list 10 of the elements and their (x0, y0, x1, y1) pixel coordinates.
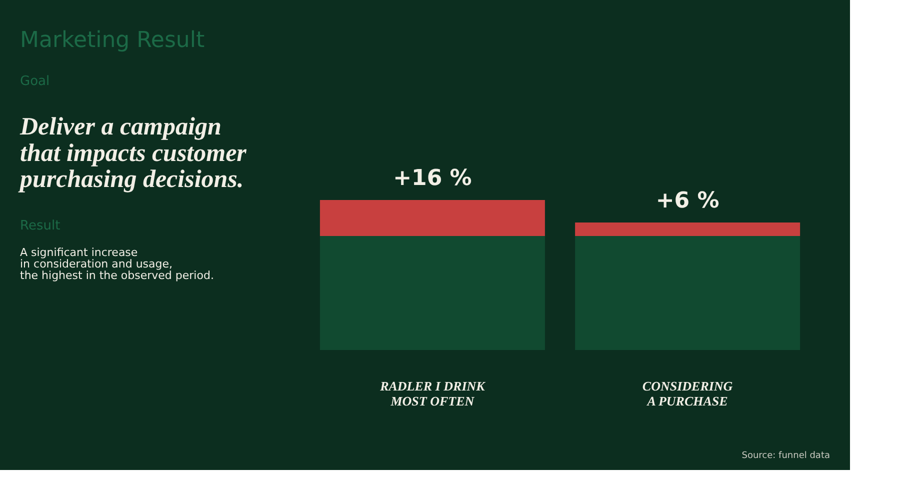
text: Deliver a campaign that impacts customer purchasing decisions. (18, 114, 247, 194)
text: Result (20, 218, 60, 234)
source-note: Source: funnel data (742, 451, 830, 461)
annotation: +6 % (656, 188, 720, 214)
text: Goal (20, 74, 50, 89)
text: Marketing Result (20, 28, 205, 53)
x-tick-label: RADLER I DRINK MOST OFTEN (379, 378, 486, 408)
annotation: +16 % (393, 166, 472, 191)
text: A significant increase in consideration and usage, the highest in the observed period. (20, 246, 214, 282)
x-tick-label: CONSIDERING A PURCHASE (642, 378, 734, 408)
